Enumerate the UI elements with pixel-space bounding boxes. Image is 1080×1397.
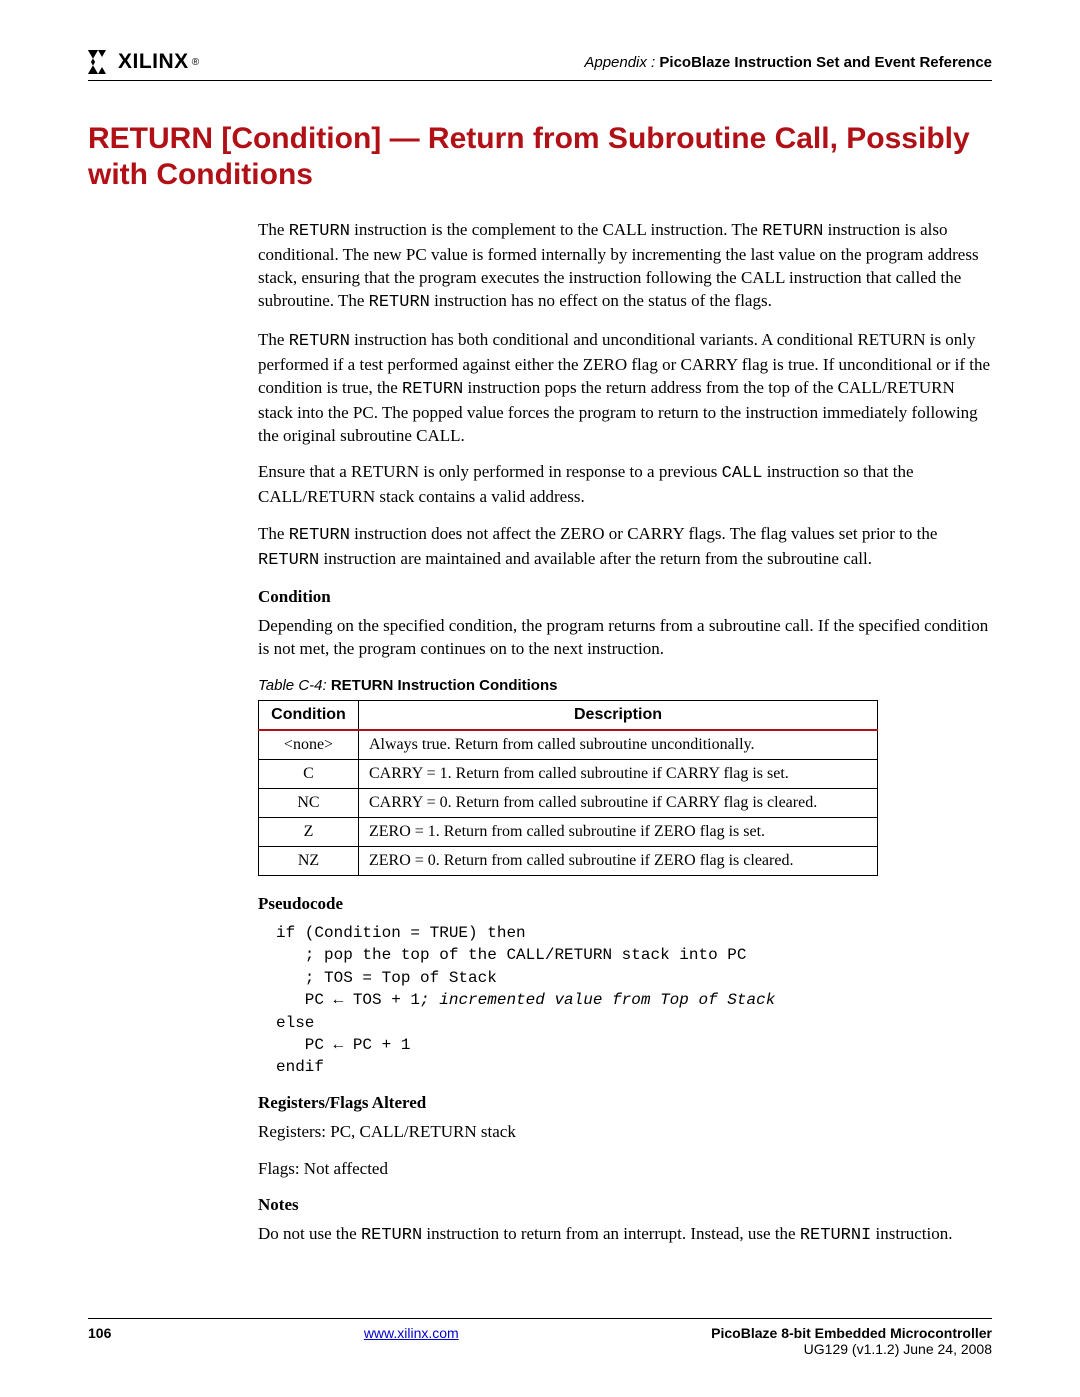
th-description: Description [359, 701, 878, 731]
conditions-table: Condition Description <none> Always true… [258, 700, 878, 876]
logo: XILINX ® [88, 50, 199, 74]
table-header-row: Condition Description [259, 701, 878, 731]
code-text: CALL [722, 464, 763, 483]
cell-description: CARRY = 1. Return from called subroutine… [359, 760, 878, 789]
regflags-p2: Flags: Not affected [258, 1158, 992, 1181]
code-text: RETURN [369, 293, 430, 312]
header-rule [88, 80, 992, 81]
page: XILINX ® Appendix : PicoBlaze Instructio… [0, 0, 1080, 1397]
cell-description: ZERO = 0. Return from called subroutine … [359, 847, 878, 876]
paragraph-4: The RETURN instruction does not affect t… [258, 523, 992, 573]
pseudocode-block: if (Condition = TRUE) then ; pop the top… [276, 922, 992, 1079]
appendix-prefix: Appendix : [584, 54, 655, 71]
paragraph-1: The RETURN instruction is the complement… [258, 219, 992, 315]
xilinx-mark-icon [88, 50, 116, 74]
cell-description: Always true. Return from called subrouti… [359, 730, 878, 760]
text: instruction has no effect on the status … [430, 291, 772, 310]
logo-text: XILINX [118, 50, 189, 74]
code-text: RETURN [402, 380, 463, 399]
cell-condition: NZ [259, 847, 359, 876]
text: The [258, 220, 289, 239]
pseudocode-heading: Pseudocode [258, 894, 992, 914]
th-condition: Condition [259, 701, 359, 731]
code-text: RETURN [289, 526, 350, 545]
code-text: RETURN [289, 222, 350, 241]
table-row: Z ZERO = 1. Return from called subroutin… [259, 818, 878, 847]
logo-reg: ® [192, 57, 199, 68]
table-row: <none> Always true. Return from called s… [259, 730, 878, 760]
cell-condition: NC [259, 789, 359, 818]
footer-right: PicoBlaze 8-bit Embedded Microcontroller… [711, 1325, 992, 1357]
text: instruction to return from an interrupt.… [422, 1224, 800, 1243]
condition-heading: Condition [258, 587, 992, 607]
regflags-heading: Registers/Flags Altered [258, 1093, 992, 1113]
code-line: else [276, 1014, 314, 1032]
notes-paragraph: Do not use the RETURN instruction to ret… [258, 1223, 992, 1248]
page-number: 106 [88, 1325, 111, 1341]
cell-condition: <none> [259, 730, 359, 760]
cell-description: ZERO = 1. Return from called subroutine … [359, 818, 878, 847]
condition-paragraph: Depending on the specified condition, th… [258, 615, 992, 661]
text: Ensure that a RETURN is only performed i… [258, 462, 722, 481]
text: instruction. [871, 1224, 952, 1243]
footer-row: 106 www.xilinx.com PicoBlaze 8-bit Embed… [88, 1325, 992, 1357]
caption-prefix: Table C-4: [258, 677, 327, 694]
appendix-title: PicoBlaze Instruction Set and Event Refe… [659, 54, 992, 71]
code-line: endif [276, 1058, 324, 1076]
paragraph-2: The RETURN instruction has both conditio… [258, 329, 992, 448]
code-line: PC ← TOS + 1 [276, 991, 420, 1009]
table-row: NZ ZERO = 0. Return from called subrouti… [259, 847, 878, 876]
code-text: RETURN [289, 332, 350, 351]
text: instruction does not affect the ZERO or … [350, 524, 938, 543]
doc-title: PicoBlaze 8-bit Embedded Microcontroller [711, 1325, 992, 1341]
code-line: ; pop the top of the CALL/RETURN stack i… [276, 946, 746, 964]
appendix-label: Appendix : PicoBlaze Instruction Set and… [584, 54, 992, 71]
cell-condition: Z [259, 818, 359, 847]
notes-heading: Notes [258, 1195, 992, 1215]
table-caption: Table C-4: RETURN Instruction Conditions [258, 677, 992, 694]
header: XILINX ® Appendix : PicoBlaze Instructio… [88, 50, 992, 74]
doc-version: UG129 (v1.1.2) June 24, 2008 [711, 1341, 992, 1357]
text: instruction is the complement to the CAL… [350, 220, 762, 239]
footer: 106 www.xilinx.com PicoBlaze 8-bit Embed… [88, 1318, 992, 1357]
text: instruction are maintained and available… [319, 549, 872, 568]
code-line: ; TOS = Top of Stack [276, 969, 497, 987]
paragraph-3: Ensure that a RETURN is only performed i… [258, 461, 992, 509]
footer-rule [88, 1318, 992, 1319]
page-title: RETURN [Condition] — Return from Subrout… [88, 121, 992, 193]
code-line: if (Condition = TRUE) then [276, 924, 526, 942]
body: The RETURN instruction is the complement… [258, 219, 992, 1248]
text: Do not use the [258, 1224, 361, 1243]
code-line: PC ← PC + 1 [276, 1036, 410, 1054]
code-text: RETURN [762, 222, 823, 241]
table-row: NC CARRY = 0. Return from called subrout… [259, 789, 878, 818]
caption-title: RETURN Instruction Conditions [331, 677, 558, 694]
cell-condition: C [259, 760, 359, 789]
regflags-p1: Registers: PC, CALL/RETURN stack [258, 1121, 992, 1144]
code-text: RETURN [258, 551, 319, 570]
cell-description: CARRY = 0. Return from called subroutine… [359, 789, 878, 818]
code-text: RETURN [361, 1226, 422, 1245]
text: The [258, 330, 289, 349]
footer-url[interactable]: www.xilinx.com [364, 1325, 459, 1341]
text: The [258, 524, 289, 543]
table-row: C CARRY = 1. Return from called subrouti… [259, 760, 878, 789]
code-text: RETURNI [800, 1226, 871, 1245]
code-line-italic: ; incremented value from Top of Stack [420, 991, 775, 1009]
